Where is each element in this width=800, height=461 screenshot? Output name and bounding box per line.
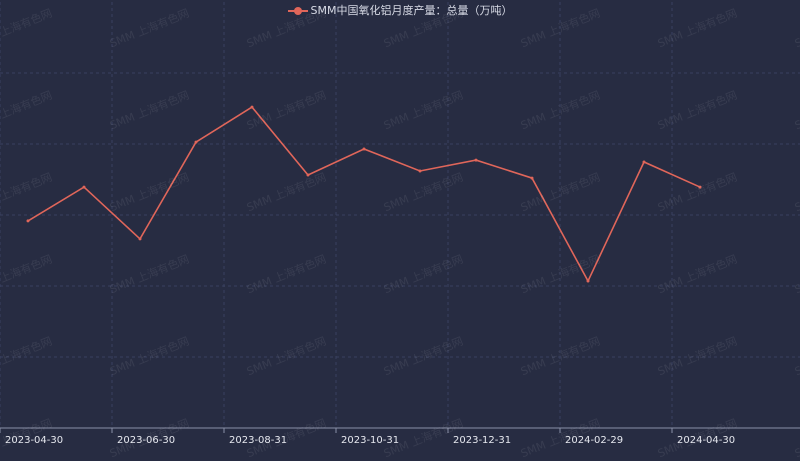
data-point xyxy=(418,169,422,173)
data-point xyxy=(530,176,534,180)
series-polyline xyxy=(27,106,701,283)
data-point xyxy=(26,219,30,223)
data-point xyxy=(698,185,702,189)
data-point xyxy=(362,147,366,151)
data-point xyxy=(306,173,310,177)
data-point xyxy=(138,237,142,241)
data-point xyxy=(250,105,254,109)
x-tick-label: 2024-04-30 xyxy=(677,435,735,446)
legend-line-marker-icon xyxy=(287,6,308,16)
x-tick-label: 2023-12-31 xyxy=(453,435,511,446)
x-axis: 2023-04-30 2023-06-30 2023-08-31 2023-10-31… xyxy=(0,427,800,446)
x-tick-label: 2023-06-30 xyxy=(117,435,175,446)
x-tick-label: 2023-10-31 xyxy=(341,435,399,446)
line-chart: 2023-04-30 2023-06-30 2023-08-31 2023-10-31… xyxy=(0,2,800,446)
legend[interactable]: SMM中国氧化铝月度产量：总量（万吨） xyxy=(0,2,800,18)
x-tick-label: 2023-04-30 xyxy=(5,435,63,446)
x-tick-label: 2024-02-29 xyxy=(565,435,623,446)
grid-lines xyxy=(0,2,800,428)
legend-label: SMM中国氧化铝月度产量：总量（万吨） xyxy=(310,4,513,17)
x-tick-label: 2023-08-31 xyxy=(229,435,287,446)
series-line xyxy=(26,105,702,283)
data-point xyxy=(82,185,86,189)
data-point xyxy=(194,140,198,144)
data-point xyxy=(642,160,646,164)
data-point xyxy=(586,279,590,283)
data-point xyxy=(474,158,478,162)
